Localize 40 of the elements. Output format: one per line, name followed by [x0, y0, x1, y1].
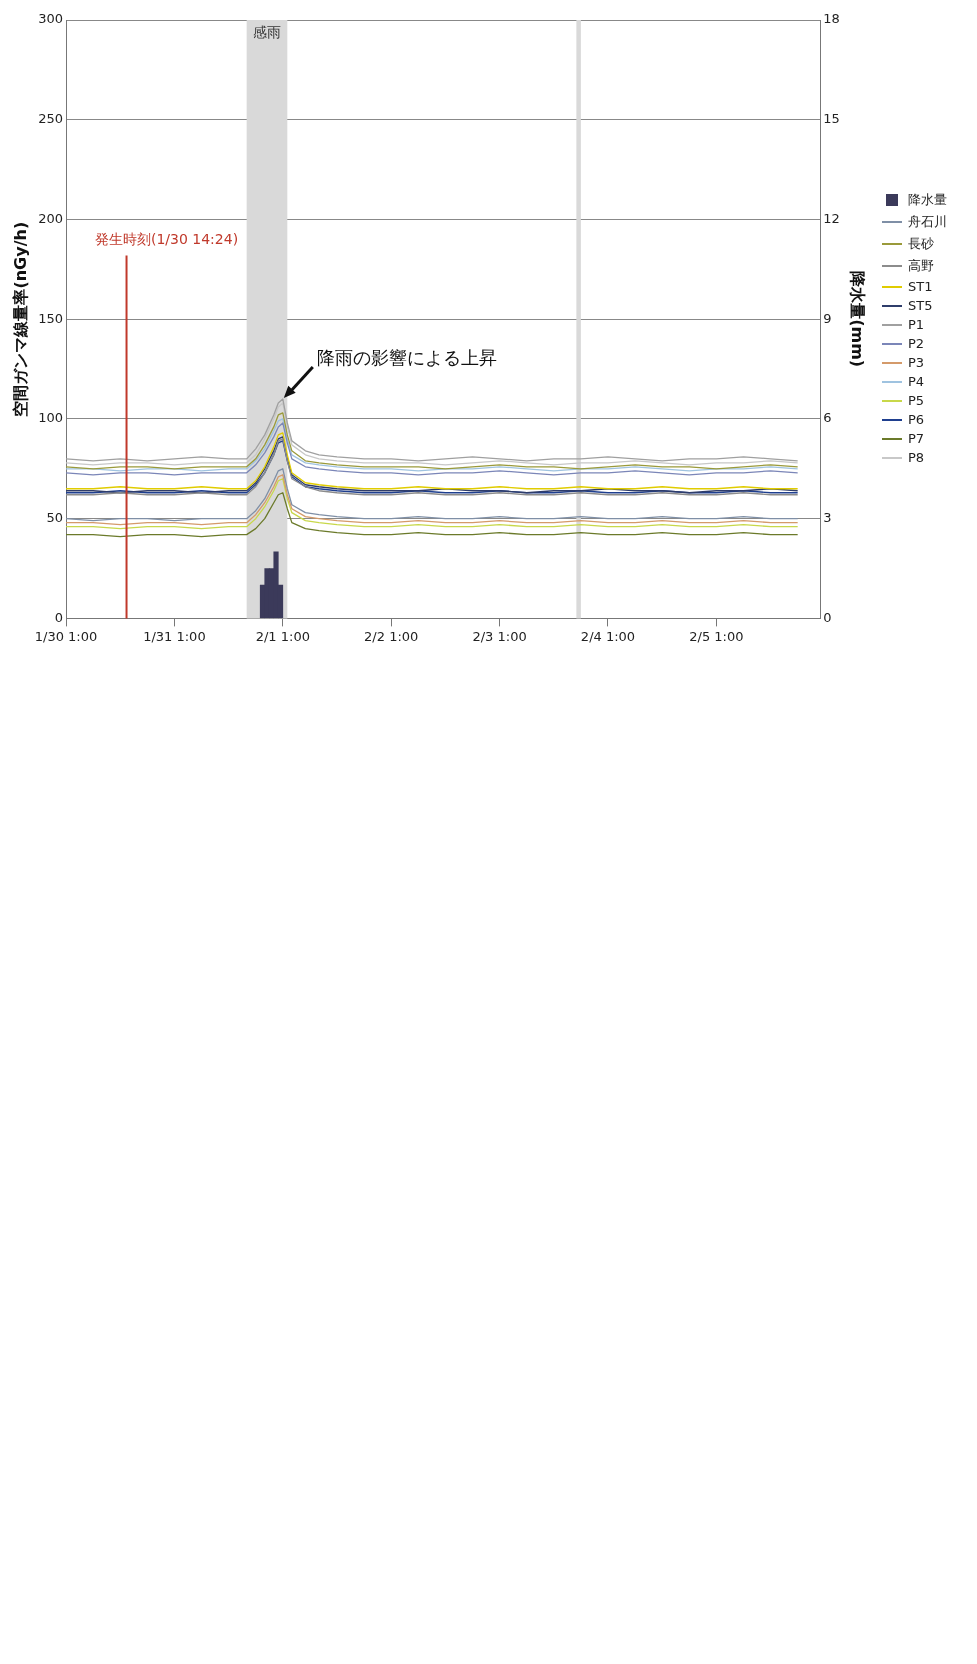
y-tick-label: 250	[38, 111, 64, 127]
annotation: 降雨の影響による上昇	[316, 346, 497, 368]
band-label: 感雨	[252, 23, 281, 40]
y2-tick-label: 3	[823, 510, 832, 526]
y2-tick-label: 18	[823, 11, 840, 27]
y-tick-label: 100	[38, 410, 64, 426]
y2-tick-label: 15	[823, 111, 840, 127]
y2-tick-label: 6	[823, 410, 832, 426]
y-tick-label: 0	[54, 609, 64, 625]
ref-line-label: 発生時刻(1/30 14:24)	[94, 231, 239, 248]
legend-label: 長砂	[908, 235, 934, 253]
x-tick-label: 2/2 1:00	[364, 628, 419, 644]
legend-label: P4	[908, 374, 925, 389]
y-tick-label: 200	[38, 210, 64, 226]
y-axis-title: 空間ガンマ線量率(nGy/h)	[10, 221, 30, 417]
x-tick-label: 2/5 1:00	[689, 628, 744, 644]
legend-label: ST1	[908, 279, 933, 294]
y-tick-label: 150	[38, 310, 64, 326]
legend-label: ST5	[908, 298, 933, 313]
legend-label: 降水量	[908, 191, 947, 209]
x-tick-label: 1/31 1:00	[143, 628, 206, 644]
x-tick-label: 2/1 1:00	[255, 628, 310, 644]
legend-label: P1	[908, 317, 925, 332]
y-tick-label: 300	[38, 11, 64, 27]
legend-label: P2	[908, 336, 925, 351]
x-tick-label: 2/3 1:00	[472, 628, 527, 644]
legend-label: P5	[908, 393, 925, 408]
x-tick-label: 2/4 1:00	[580, 628, 636, 644]
y2-axis-title: 降水量(mm)	[848, 271, 868, 368]
legend-label: P8	[908, 450, 925, 465]
legend-label: 高野	[908, 257, 934, 275]
x-tick-label: 1/30 1:00	[34, 628, 98, 644]
y2-tick-label: 12	[823, 210, 840, 226]
y2-tick-label: 0	[823, 609, 832, 625]
legend-label: P6	[908, 412, 925, 427]
legend-label: P7	[908, 431, 925, 446]
y-tick-label: 50	[46, 510, 64, 526]
legend-label: 舟石川	[908, 213, 947, 231]
legend-label: P3	[908, 355, 925, 370]
y2-tick-label: 9	[823, 310, 832, 326]
